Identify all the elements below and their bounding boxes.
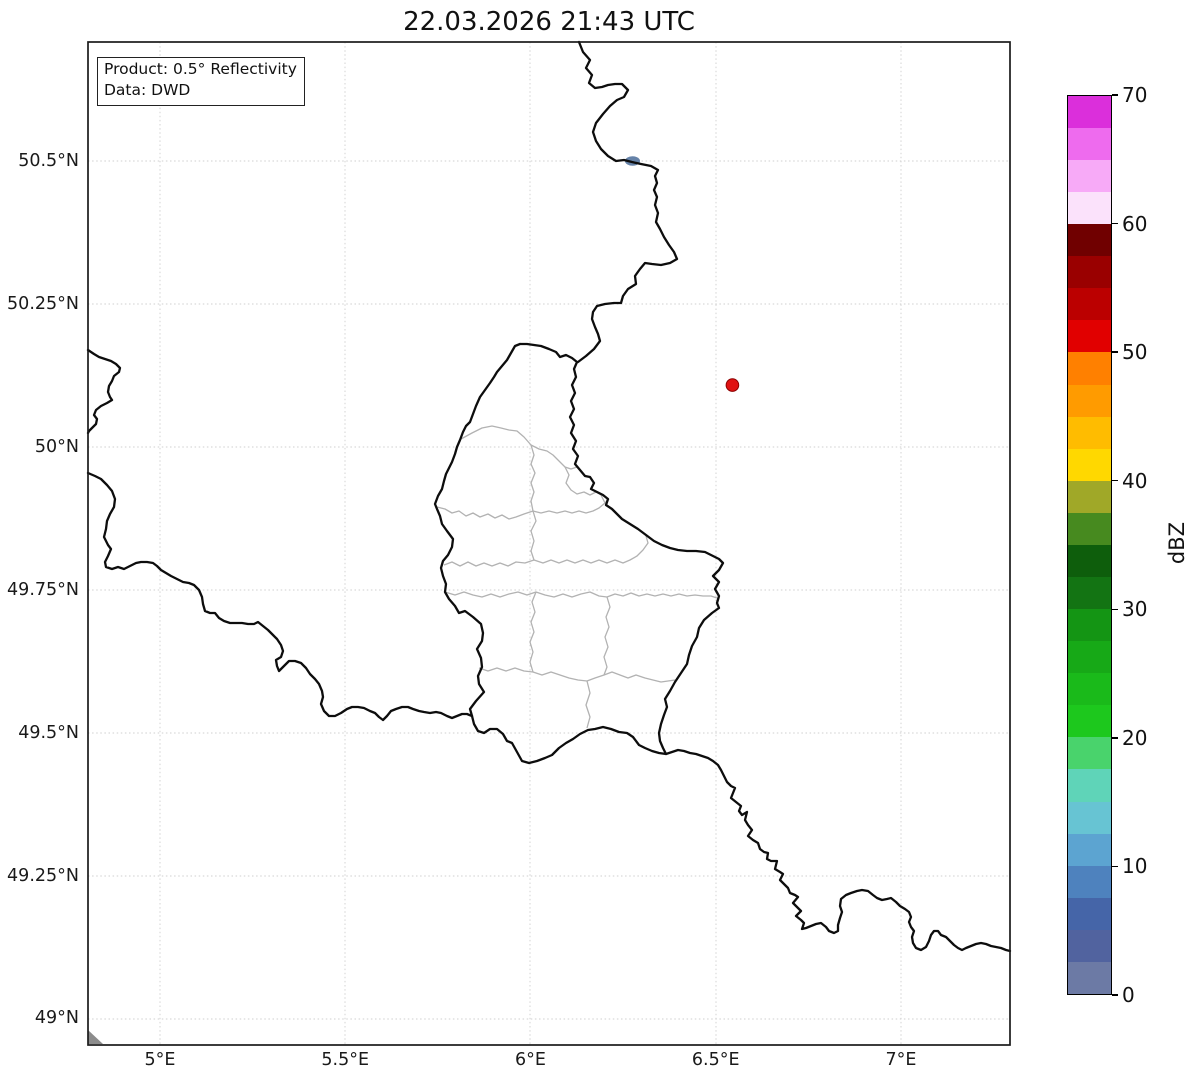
colorbar-segment — [1068, 544, 1111, 577]
colorbar-segment — [1068, 288, 1111, 321]
x-tick-label: 7°E — [885, 1050, 917, 1070]
x-tick-label: 6°E — [515, 1050, 546, 1070]
colorbar-tick-mark — [1112, 994, 1118, 996]
colorbar — [1067, 95, 1112, 995]
colorbar-segment — [1068, 609, 1111, 642]
figure-title: 22.03.2026 21:43 UTC — [403, 7, 695, 37]
y-tick-label: 50.5°N — [18, 151, 79, 171]
colorbar-segment — [1068, 384, 1111, 417]
colorbar-tick-label: 60 — [1122, 211, 1148, 236]
national-borders — [86, 40, 1012, 953]
colorbar-tick-label: 10 — [1122, 854, 1148, 879]
y-tick-label: 49.25°N — [7, 865, 79, 886]
colorbar-segment — [1068, 512, 1111, 545]
colorbar-segment — [1068, 833, 1111, 866]
colorbar-tick-mark — [1112, 94, 1118, 96]
colorbar-segment — [1068, 961, 1111, 994]
colorbar-tick-label: 30 — [1122, 597, 1148, 622]
colorbar-segment — [1068, 576, 1111, 610]
colorbar-tick-mark — [1112, 351, 1118, 353]
colorbar-tick-mark — [1112, 222, 1118, 225]
colorbar-segment — [1068, 705, 1111, 738]
colorbar-tick-label: 40 — [1122, 468, 1148, 493]
x-tick-label: 5.5°E — [321, 1050, 370, 1070]
x-tick-label: 5°E — [144, 1050, 176, 1070]
plot-frame — [87, 41, 1011, 1046]
colorbar-segment — [1068, 320, 1111, 353]
colorbar-axis-label: dBZ — [1165, 521, 1189, 565]
colorbar-segment — [1068, 256, 1111, 289]
colorbar-segment — [1068, 192, 1111, 225]
colorbar-segment — [1068, 865, 1111, 898]
colorbar-segment — [1068, 929, 1111, 962]
colorbar-segment — [1068, 416, 1111, 449]
colorbar-segment — [1068, 95, 1111, 128]
colorbar-segment — [1068, 352, 1111, 385]
graticule-gridlines — [88, 42, 1010, 1045]
colorbar-tick-label: 50 — [1122, 340, 1148, 365]
colorbar-segment — [1068, 673, 1111, 706]
colorbar-segment — [1068, 224, 1111, 257]
colorbar-tick-label: 70 — [1122, 83, 1148, 107]
colorbar-segment — [1068, 448, 1111, 481]
colorbar-tick-mark — [1112, 608, 1118, 610]
colorbar-tick-mark — [1112, 865, 1118, 868]
colorbar-segment — [1068, 897, 1111, 930]
colorbar-tick-mark — [1112, 737, 1118, 739]
colorbar-tick-label: 20 — [1122, 725, 1148, 750]
y-tick-label: 49.75°N — [7, 579, 79, 600]
product-info-line2: Data: DWD — [104, 81, 191, 100]
colorbar-segment — [1068, 641, 1111, 674]
product-info-line1: Product: 0.5° Reflectivity — [104, 60, 297, 78]
product-info-box: Product: 0.5° Reflectivity Data: DWD — [97, 57, 305, 106]
colorbar-segment — [1068, 769, 1111, 802]
y-tick-label: 49°N — [34, 1008, 79, 1029]
colorbar-segment — [1068, 480, 1111, 513]
colorbar-segment — [1068, 127, 1111, 160]
colorbar-segment — [1068, 801, 1111, 834]
y-tick-label: 49.5°N — [18, 722, 79, 743]
x-tick-label: 6.5°E — [691, 1050, 740, 1070]
colorbar-segment — [1068, 737, 1111, 770]
corner-border-patch — [88, 1030, 103, 1044]
colorbar-tick-label: 0 — [1122, 983, 1135, 1007]
y-tick-label: 50°N — [34, 436, 79, 457]
y-tick-label: 50.25°N — [7, 293, 79, 314]
radar-site-marker — [725, 378, 740, 392]
colorbar-segment — [1068, 159, 1111, 193]
colorbar-tick-mark — [1112, 480, 1118, 482]
